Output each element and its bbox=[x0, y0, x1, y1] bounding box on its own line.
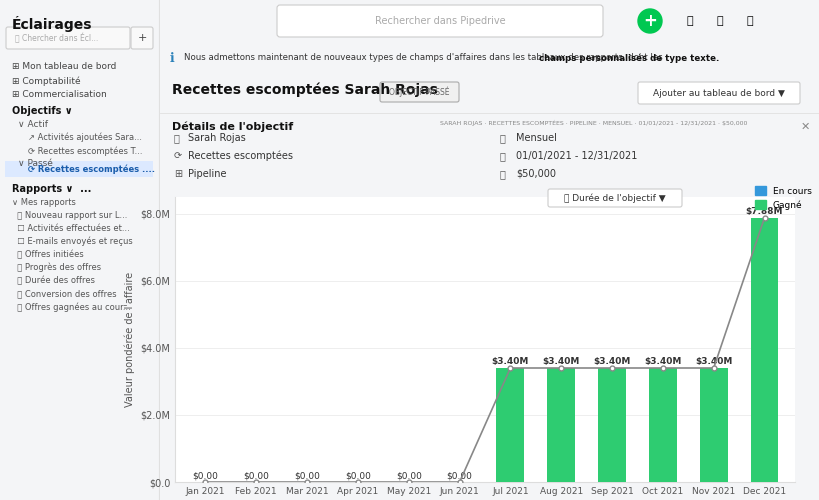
Text: Éclairages: Éclairages bbox=[12, 16, 93, 32]
Text: ⓢ Conversion des offres: ⓢ Conversion des offres bbox=[12, 289, 116, 298]
Text: Sarah Rojas: Sarah Rojas bbox=[188, 133, 246, 143]
Text: $3.40M: $3.40M bbox=[695, 358, 731, 366]
Text: $0.00: $0.00 bbox=[396, 472, 421, 480]
Text: Rechercher dans Pipedrive: Rechercher dans Pipedrive bbox=[374, 16, 505, 26]
Text: ⊞ Mon tableau de bord: ⊞ Mon tableau de bord bbox=[12, 62, 116, 71]
Text: Objectifs ∨: Objectifs ∨ bbox=[12, 106, 73, 116]
Text: ↗ Activités ajoutées Sara...: ↗ Activités ajoutées Sara... bbox=[28, 133, 142, 142]
Text: $0.00: $0.00 bbox=[345, 472, 370, 480]
Text: Rapports ∨  ...: Rapports ∨ ... bbox=[12, 184, 91, 194]
Text: ∨ Actif: ∨ Actif bbox=[18, 120, 48, 129]
Text: ☐ Activités effectuées et...: ☐ Activités effectuées et... bbox=[12, 224, 129, 233]
Y-axis label: Valeur pondérée de l'affaire: Valeur pondérée de l'affaire bbox=[124, 272, 134, 407]
Text: ⓢ Offres initiées: ⓢ Offres initiées bbox=[12, 250, 84, 259]
Text: $0.00: $0.00 bbox=[294, 472, 319, 480]
Text: Recettes escomptées Sarah Rojas: Recettes escomptées Sarah Rojas bbox=[172, 82, 437, 97]
Text: ❓: ❓ bbox=[746, 16, 753, 26]
Text: 🔍 Chercher dans Écl...: 🔍 Chercher dans Écl... bbox=[15, 33, 98, 43]
Text: 👤: 👤 bbox=[174, 133, 179, 143]
Bar bbox=[597, 368, 625, 482]
Bar bbox=[495, 368, 523, 482]
Text: ⓢ Durée des offres: ⓢ Durée des offres bbox=[12, 276, 95, 285]
Text: ⟳ Recettes escomptées ....: ⟳ Recettes escomptées .... bbox=[28, 164, 155, 174]
Text: champs personnalisés de type texte.: champs personnalisés de type texte. bbox=[538, 53, 718, 62]
Bar bbox=[648, 368, 676, 482]
Text: 01/01/2021 - 12/31/2021: 01/01/2021 - 12/31/2021 bbox=[515, 151, 636, 161]
FancyBboxPatch shape bbox=[637, 82, 799, 104]
FancyBboxPatch shape bbox=[379, 82, 459, 102]
Text: 👥: 👥 bbox=[686, 16, 693, 26]
FancyBboxPatch shape bbox=[5, 161, 153, 177]
Text: $0.00: $0.00 bbox=[446, 472, 472, 480]
Text: Mensuel: Mensuel bbox=[515, 133, 556, 143]
Text: 💰: 💰 bbox=[500, 169, 505, 179]
Text: ✕: ✕ bbox=[799, 122, 809, 132]
Bar bbox=[749, 218, 777, 482]
Text: SARAH ROJAS · RECETTES ESCOMPTÉES · PIPELINE · MENSUEL · 01/01/2021 - 12/31/2021: SARAH ROJAS · RECETTES ESCOMPTÉES · PIPE… bbox=[440, 120, 746, 126]
Text: ℹ: ℹ bbox=[170, 52, 174, 64]
Text: ⊞: ⊞ bbox=[174, 169, 182, 179]
Text: +: + bbox=[642, 12, 656, 30]
Text: $50,000: $50,000 bbox=[515, 169, 555, 179]
FancyBboxPatch shape bbox=[547, 189, 681, 207]
Text: +: + bbox=[137, 33, 147, 43]
Bar bbox=[699, 368, 726, 482]
Circle shape bbox=[637, 9, 661, 33]
Text: 🕐: 🕐 bbox=[500, 151, 505, 161]
Bar bbox=[546, 368, 574, 482]
Text: Nous admettons maintenant de nouveaux types de champs d'affaires dans les tablea: Nous admettons maintenant de nouveaux ty… bbox=[183, 54, 665, 62]
Text: ⊞ Comptabilité: ⊞ Comptabilité bbox=[12, 76, 80, 86]
Text: $3.40M: $3.40M bbox=[542, 358, 579, 366]
Legend: En cours, Gagné: En cours, Gagné bbox=[750, 183, 814, 213]
Text: 📅 Durée de l'objectif ▼: 📅 Durée de l'objectif ▼ bbox=[563, 193, 665, 203]
Text: ⓢ Offres gagnées au cour...: ⓢ Offres gagnées au cour... bbox=[12, 302, 130, 312]
Text: $7.88M: $7.88M bbox=[744, 207, 782, 216]
Text: $3.40M: $3.40M bbox=[593, 358, 630, 366]
Text: ☐ E-mails envoyés et reçus: ☐ E-mails envoyés et reçus bbox=[12, 237, 133, 246]
Text: ⓢ Nouveau rapport sur L...: ⓢ Nouveau rapport sur L... bbox=[12, 211, 127, 220]
Text: ∨ Mes rapports: ∨ Mes rapports bbox=[12, 198, 76, 207]
Text: OBJECTIF PASSÉ: OBJECTIF PASSÉ bbox=[388, 87, 449, 97]
Text: ∨ Passé: ∨ Passé bbox=[18, 159, 52, 168]
Text: 📅: 📅 bbox=[500, 133, 505, 143]
Text: ⟳: ⟳ bbox=[174, 151, 182, 161]
Text: $3.40M: $3.40M bbox=[644, 358, 681, 366]
FancyBboxPatch shape bbox=[6, 27, 130, 49]
Text: ⟳ Recettes escomptées T...: ⟳ Recettes escomptées T... bbox=[28, 146, 143, 156]
Text: Détails de l'objectif: Détails de l'objectif bbox=[172, 122, 293, 132]
Text: Recettes escomptées: Recettes escomptées bbox=[188, 151, 292, 161]
Text: ⊞ Commercialisation: ⊞ Commercialisation bbox=[12, 90, 106, 99]
Text: $0.00: $0.00 bbox=[243, 472, 269, 480]
Text: Ajouter au tableau de bord ▼: Ajouter au tableau de bord ▼ bbox=[652, 88, 784, 98]
Text: ⓢ Progrès des offres: ⓢ Progrès des offres bbox=[12, 263, 101, 272]
Text: Pipeline: Pipeline bbox=[188, 169, 226, 179]
Text: $3.40M: $3.40M bbox=[491, 358, 528, 366]
FancyBboxPatch shape bbox=[277, 5, 602, 37]
FancyBboxPatch shape bbox=[131, 27, 153, 49]
Text: 🔔: 🔔 bbox=[716, 16, 722, 26]
Text: $0.00: $0.00 bbox=[192, 472, 218, 480]
